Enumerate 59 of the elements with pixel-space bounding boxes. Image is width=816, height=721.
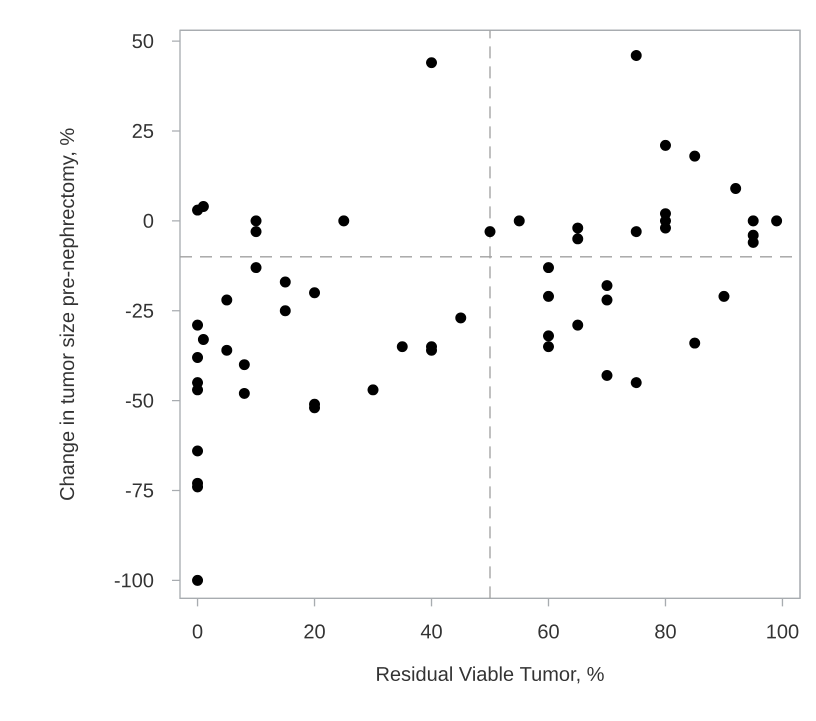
point [630, 377, 642, 388]
point [689, 150, 700, 162]
x-tick-label: 40 [420, 624, 442, 639]
point [221, 294, 232, 306]
y-tick-label: -75 [126, 484, 154, 498]
point [426, 57, 437, 68]
point [221, 344, 232, 356]
point [543, 330, 554, 342]
y-tick-label: -50 [126, 394, 154, 408]
point [660, 140, 671, 151]
y-axis-title: Change in tumor size pre-nephrectomy, % [59, 128, 78, 500]
point [543, 262, 554, 274]
x-tick-label: 60 [538, 624, 559, 639]
x-tick-label: 20 [304, 624, 325, 639]
point [602, 370, 612, 381]
point [630, 226, 642, 238]
point [543, 290, 554, 302]
point [238, 359, 250, 370]
y-tick-label: 0 [144, 214, 154, 228]
point [572, 233, 584, 244]
y-tick-label: 25 [132, 124, 154, 138]
point [309, 287, 320, 298]
x-tick-label: 100 [767, 624, 798, 639]
point [730, 183, 742, 194]
point [455, 312, 466, 324]
point [543, 341, 554, 352]
x-axis-title: Residual Viable Tumor, % [377, 666, 604, 684]
point [198, 334, 209, 345]
point [630, 50, 642, 61]
x-tick-label: 0 [192, 624, 202, 639]
point [250, 262, 262, 274]
point [602, 280, 612, 292]
point [250, 215, 262, 226]
point [192, 574, 204, 586]
y-tick-label: -25 [126, 304, 154, 318]
point [572, 222, 584, 234]
y-tick-label: -100 [114, 573, 154, 588]
point [396, 341, 408, 352]
point [572, 320, 584, 331]
point [514, 215, 525, 226]
point [250, 226, 262, 238]
point [338, 215, 350, 226]
point [192, 352, 204, 363]
point [192, 320, 204, 331]
point [192, 445, 204, 456]
point [238, 388, 250, 399]
point [771, 215, 782, 226]
point [748, 215, 759, 226]
point [718, 290, 730, 302]
x-tick-label: 80 [655, 624, 676, 639]
point [198, 201, 209, 212]
point [660, 222, 671, 234]
point [689, 338, 700, 349]
point [484, 226, 496, 238]
point [280, 305, 291, 316]
point [280, 276, 291, 288]
y-tick-label: 50 [132, 34, 154, 48]
point [368, 384, 378, 396]
point [602, 294, 612, 306]
